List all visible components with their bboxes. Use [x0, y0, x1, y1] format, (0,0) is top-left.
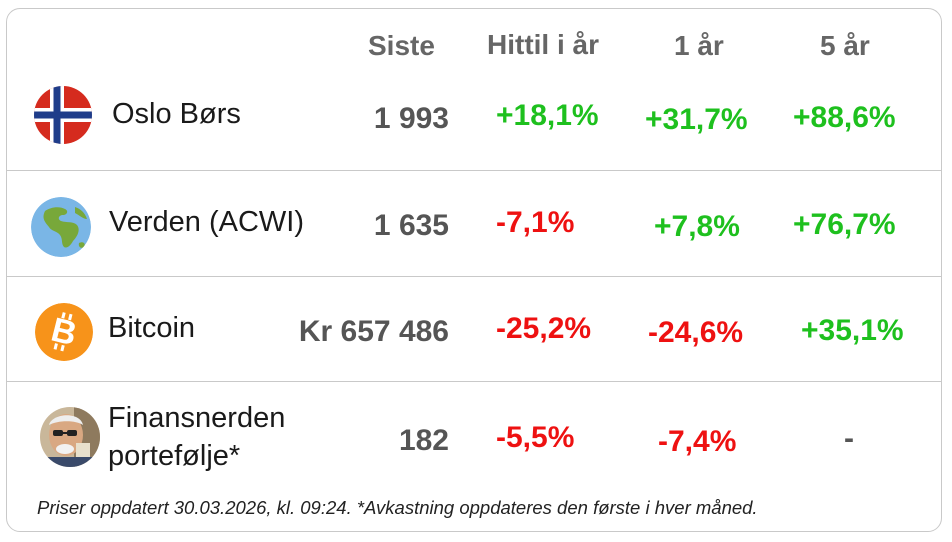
row-return-5y: +35,1% — [801, 314, 904, 347]
column-header-last: Siste — [368, 30, 435, 61]
row-name-line-2: portefølje* — [108, 440, 241, 472]
row-name: Verden (ACWI) — [109, 206, 304, 238]
column-header-ytd: Hittil i år — [487, 29, 600, 60]
row-return-1y: -24,6% — [648, 316, 744, 349]
row-divider — [7, 381, 941, 382]
row-last-price: 1 993 — [373, 102, 449, 135]
portfolio-avatar-icon — [40, 407, 100, 467]
footnote: Priser oppdatert 30.03.2026, kl. 09:24. … — [37, 497, 758, 518]
row-return-1y: +7,8% — [654, 210, 740, 243]
row-divider — [7, 170, 941, 171]
row-name: Oslo Børs — [112, 98, 241, 130]
market-summary-card — [6, 8, 942, 532]
column-header-5y: 5 år — [820, 30, 870, 61]
row-return-5y: +88,6% — [793, 101, 896, 134]
row-return-ytd: -5,5% — [496, 421, 575, 454]
row-name-line-1: Finansnerden — [108, 402, 286, 434]
row-name: Bitcoin — [108, 312, 196, 344]
column-header-1y: 1 år — [674, 30, 724, 61]
row-last-price: 182 — [398, 424, 449, 457]
norway-flag-icon — [34, 86, 92, 144]
row-return-1y: +31,7% — [645, 103, 748, 136]
row-divider — [7, 276, 941, 277]
row-return-ytd: -7,1% — [496, 206, 575, 239]
row-return-5y: - — [844, 422, 854, 455]
row-return-5y: +76,7% — [793, 208, 896, 241]
row-return-1y: -7,4% — [658, 425, 737, 458]
globe-icon — [31, 197, 91, 257]
row-last-price: 1 635 — [373, 209, 449, 242]
row-return-ytd: +18,1% — [496, 99, 599, 132]
row-last-price: Kr 657 486 — [298, 315, 449, 348]
row-return-ytd: -25,2% — [496, 312, 592, 345]
bitcoin-icon: B — [35, 303, 93, 361]
